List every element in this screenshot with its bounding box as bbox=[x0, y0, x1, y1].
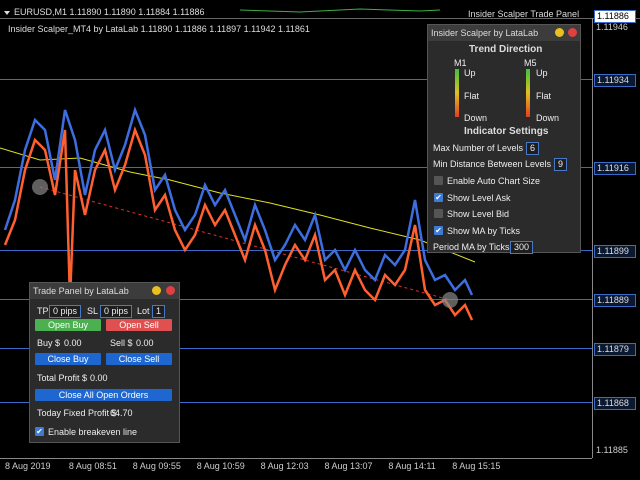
panel-title: Insider Scalper by LataLab bbox=[428, 25, 580, 41]
label: Max Number of Levels bbox=[433, 143, 524, 153]
label: Lot bbox=[137, 306, 150, 316]
input[interactable]: 1 bbox=[152, 305, 166, 318]
label: Today Fixed Profit $ bbox=[37, 408, 117, 418]
time-label: 8 Aug 08:51 bbox=[68, 461, 117, 471]
input[interactable]: 0 pips bbox=[100, 305, 133, 318]
label: Show MA by Ticks bbox=[447, 225, 521, 236]
time-label: 8 Aug 15:15 bbox=[452, 461, 501, 471]
close-button[interactable] bbox=[568, 28, 577, 37]
input[interactable]: 9 bbox=[554, 158, 568, 171]
time-label: 8 Aug 09:55 bbox=[132, 461, 181, 471]
value: 64.70 bbox=[110, 408, 133, 418]
label: Down bbox=[464, 113, 488, 123]
collapse-arrow bbox=[4, 11, 10, 15]
label: Show Level Ask bbox=[447, 192, 511, 203]
label: Up bbox=[464, 68, 476, 78]
trade-panel: Trade Panel by LataLab TP 0 pips SL 0 pi… bbox=[29, 282, 180, 443]
close-buy-button[interactable]: Close Buy bbox=[35, 353, 101, 365]
indicator-info: Insider Scalper_MT4 by LataLab 1.11890 1… bbox=[8, 24, 310, 34]
label: TP bbox=[37, 306, 49, 316]
label: Show Level Bid bbox=[447, 209, 510, 219]
input[interactable]: 6 bbox=[526, 142, 540, 155]
price-label: 1.11889 bbox=[594, 294, 636, 307]
checkbox[interactable]: ✔ bbox=[434, 192, 443, 202]
value: 0.00 bbox=[90, 373, 108, 383]
value: 0.00 bbox=[136, 338, 154, 348]
mini-line bbox=[239, 8, 441, 13]
label: Enable Auto Chart Size bbox=[447, 176, 541, 186]
minimize-button[interactable] bbox=[555, 28, 564, 37]
close-all-button[interactable]: Close All Open Orders bbox=[35, 389, 172, 401]
heading: Trend Direction bbox=[469, 44, 543, 55]
label: Down bbox=[536, 113, 560, 123]
current-price: 1.11886 bbox=[594, 10, 636, 23]
label: Enable breakeven line bbox=[48, 427, 138, 437]
label: Period MA by Ticks bbox=[433, 242, 510, 252]
label: M1 bbox=[454, 58, 467, 68]
label: Flat bbox=[464, 91, 480, 101]
open-buy-button[interactable]: Open Buy bbox=[35, 319, 101, 331]
label: SL bbox=[87, 306, 99, 316]
symbol-info: EURUSD,M1 1.11890 1.11890 1.11884 1.1188… bbox=[14, 7, 205, 17]
label: Up bbox=[536, 68, 548, 78]
ask-line bbox=[3, 106, 474, 296]
time-label: 8 Aug 12:03 bbox=[260, 461, 309, 471]
label: Sell $ bbox=[110, 338, 133, 348]
label: Total Profit $ bbox=[37, 373, 88, 383]
trend-gauge bbox=[526, 69, 530, 117]
label: Flat bbox=[536, 91, 552, 101]
price-label: 1.11899 bbox=[594, 245, 636, 258]
top-panel-label: Insider Scalper Trade Panel bbox=[468, 9, 580, 19]
price-label: 1.11885 bbox=[596, 445, 628, 455]
price-label: 1.11946 bbox=[596, 22, 628, 32]
trend-gauge bbox=[455, 69, 459, 117]
label: Min Distance Between Levels bbox=[433, 159, 552, 169]
label: M5 bbox=[524, 58, 537, 68]
time-label: 8 Aug 14:11 bbox=[388, 461, 436, 471]
open-sell-button[interactable]: Open Sell bbox=[106, 319, 172, 331]
close-button[interactable] bbox=[166, 286, 175, 295]
label: Buy $ bbox=[37, 338, 61, 348]
close-sell-button[interactable]: Close Sell bbox=[106, 353, 172, 365]
signal-marker bbox=[32, 179, 48, 195]
checkbox[interactable]: ✔ bbox=[35, 427, 44, 436]
checkbox[interactable] bbox=[434, 209, 443, 218]
checkbox[interactable]: ✔ bbox=[434, 225, 443, 235]
heading: Indicator Settings bbox=[464, 126, 549, 137]
time-label: 8 Aug 13:07 bbox=[324, 461, 373, 471]
panel-title: Trade Panel by LataLab bbox=[30, 283, 179, 299]
time-label: 8 Aug 10:59 bbox=[196, 461, 245, 471]
input[interactable]: 300 bbox=[510, 241, 534, 254]
signal-marker bbox=[442, 292, 458, 308]
checkbox[interactable] bbox=[434, 176, 443, 185]
minimize-button[interactable] bbox=[152, 286, 161, 295]
value: 0.00 bbox=[64, 338, 82, 348]
price-label: 1.11868 bbox=[594, 397, 636, 410]
bid-line bbox=[3, 126, 474, 321]
input[interactable]: 0 pips bbox=[49, 305, 82, 318]
time-label: 8 Aug 2019 bbox=[5, 461, 51, 471]
price-label: 1.11934 bbox=[594, 74, 636, 87]
price-label: 1.11879 bbox=[594, 343, 636, 356]
scalper-panel: Insider Scalper by LataLab Trend Directi… bbox=[427, 24, 581, 254]
price-label: 1.11916 bbox=[594, 162, 636, 175]
